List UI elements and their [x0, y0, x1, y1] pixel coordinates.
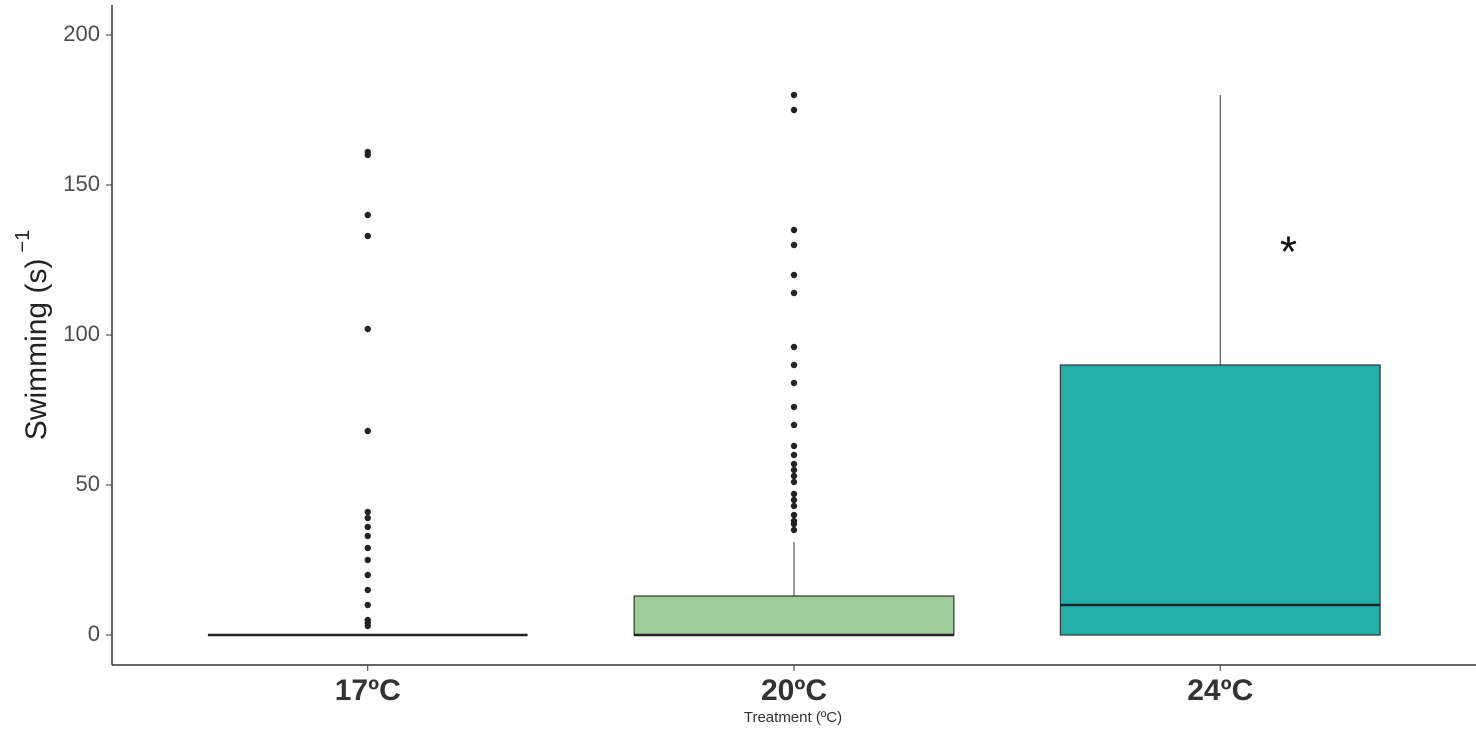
box	[633, 595, 955, 636]
outlier	[790, 511, 798, 519]
outlier	[790, 526, 798, 534]
outlier	[364, 427, 371, 435]
outlier	[790, 361, 798, 369]
outlier	[790, 343, 798, 351]
outlier	[790, 379, 798, 387]
outlier	[790, 403, 798, 411]
outlier	[364, 532, 371, 540]
outlier	[364, 601, 371, 609]
x-tick-label: 20ºC	[761, 674, 827, 707]
outlier	[790, 478, 798, 486]
outlier	[364, 151, 371, 159]
x-tick-label: 17ºC	[335, 674, 401, 707]
outlier	[790, 271, 798, 279]
outlier	[364, 508, 371, 516]
y-tick-label: 0	[88, 621, 100, 646]
outlier	[790, 226, 798, 234]
outlier	[790, 106, 798, 114]
outlier	[364, 325, 371, 333]
annotation: *	[1280, 228, 1297, 277]
outlier	[790, 502, 798, 510]
outlier	[790, 91, 798, 99]
x-axis-title: Treatment (ºC)	[744, 709, 842, 726]
outlier	[364, 544, 371, 552]
y-tick-label: 200	[63, 21, 100, 46]
y-axis-title-exponent: −1	[12, 230, 34, 253]
y-tick-label: 50	[76, 471, 100, 496]
outlier	[364, 523, 371, 531]
outlier	[364, 556, 371, 564]
outlier	[790, 472, 798, 480]
outlier	[790, 490, 798, 498]
outlier	[364, 586, 371, 594]
outlier	[790, 520, 798, 528]
outlier	[364, 232, 371, 240]
y-tick-label: 150	[63, 171, 100, 196]
outlier	[790, 442, 798, 450]
y-axis-title: Swimming (s) −1	[12, 230, 53, 440]
x-tick-label: 24ºC	[1187, 674, 1253, 707]
outlier	[364, 211, 371, 219]
outlier	[790, 289, 798, 297]
outlier	[364, 514, 371, 522]
outlier	[790, 466, 798, 474]
outlier	[790, 241, 798, 249]
box	[1059, 364, 1381, 636]
outlier	[790, 421, 798, 429]
outlier	[364, 622, 371, 630]
outlier	[364, 571, 371, 579]
y-tick-label: 100	[63, 321, 100, 346]
outlier	[790, 496, 798, 504]
y-axis-title-main: Swimming (s)	[20, 259, 53, 441]
outlier	[790, 451, 798, 459]
outlier	[790, 460, 798, 468]
